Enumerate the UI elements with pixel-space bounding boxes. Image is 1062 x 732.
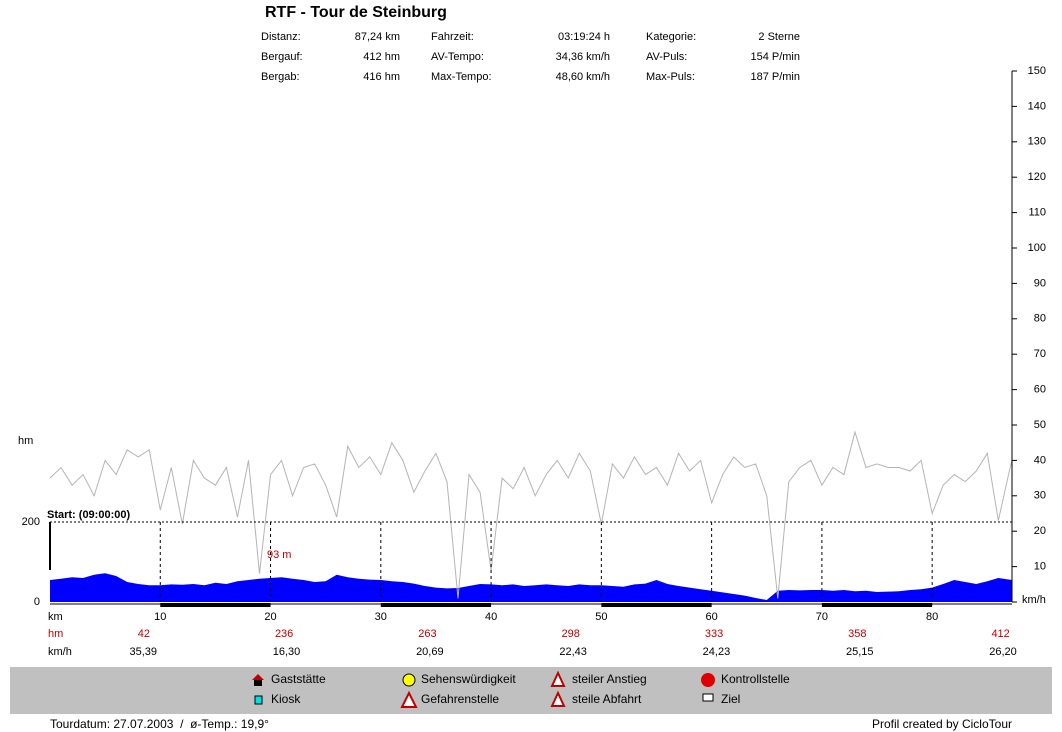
- stat-label: Fahrzeit:: [431, 31, 474, 43]
- y-tick-label: 0: [34, 596, 40, 608]
- icon-kontrollstelle: [701, 673, 715, 687]
- plot: 0 200 hm Start: (09:00:00) 93 m 10 20 30 40 50 60 7…: [18, 65, 1046, 658]
- x-tick-label: 60: [705, 611, 717, 623]
- x-tick-label: 70: [816, 611, 828, 623]
- legend-label: Gefahrenstelle: [421, 692, 499, 706]
- stat-label: AV-Puls:: [646, 51, 687, 63]
- y-tick-label: 200: [22, 516, 40, 528]
- y2-tick-label: 140: [1028, 100, 1046, 112]
- legend-label: steiler Anstieg: [572, 672, 647, 686]
- stat-value: 2 Sterne: [758, 31, 800, 43]
- stat-label: Bergauf:: [261, 51, 303, 63]
- stats: Distanz: 87,24 km Fahrzeit: 03:19:24 h Kateg…: [261, 31, 800, 83]
- legend-label: Kontrollstelle: [721, 672, 790, 686]
- stat-label: Max-Puls:: [646, 71, 695, 83]
- legend-label: steile Abfahrt: [572, 692, 642, 706]
- row-value: 35,39: [129, 646, 157, 658]
- y2-tick-label: 20: [1034, 525, 1046, 537]
- row-value: 263: [418, 628, 436, 640]
- y-axis-label: hm: [18, 435, 33, 447]
- row-value: 42: [138, 628, 150, 640]
- icon-gefahrenstelle: [400, 690, 418, 708]
- icon-anstieg: [550, 670, 566, 687]
- row-value: 16,30: [273, 646, 301, 658]
- stat-label: Bergab:: [261, 71, 300, 83]
- stat-label: Max-Tempo:: [431, 71, 492, 83]
- row-label: hm: [48, 628, 63, 640]
- footer-right: Profil created by CicloTour: [872, 717, 1012, 731]
- stat-label: AV-Tempo:: [431, 51, 484, 63]
- y2-tick-label: 150: [1028, 65, 1046, 77]
- x-tick-label: 20: [264, 611, 276, 623]
- y2-tick-label: 110: [1028, 207, 1046, 219]
- x-band: [601, 603, 712, 607]
- x-band: [821, 603, 933, 607]
- speed-line: [49, 430, 1013, 599]
- y2-tick-label: 40: [1034, 454, 1046, 466]
- legend: Gaststätte Sehenswürdigkeit steiler Anst…: [252, 670, 790, 708]
- legend-label: Sehenswürdigkeit: [421, 672, 516, 686]
- stat-value: 87,24 km: [355, 31, 400, 43]
- icon-abfahrt: [550, 690, 566, 707]
- icon-gaststaette: [254, 680, 262, 686]
- x-axis-label: km: [48, 611, 63, 623]
- icon-sehenswuerdigkeit: [402, 673, 416, 687]
- x-tick-label: 30: [375, 611, 387, 623]
- stat-value: 416 hm: [363, 71, 400, 83]
- row-value: 358: [848, 628, 866, 640]
- x-tick-label: 10: [154, 611, 166, 623]
- y2-tick-label: 70: [1034, 348, 1046, 360]
- stat-value: 34,36 km/h: [556, 51, 610, 63]
- y2-tick-label: 10: [1034, 561, 1046, 573]
- legend-box: [10, 667, 1052, 714]
- x-tick-label: 40: [485, 611, 497, 623]
- legend-label: Gaststätte: [271, 672, 326, 686]
- row-value: 20,69: [416, 646, 444, 658]
- row-value: 22,43: [559, 646, 587, 658]
- stat-value: 187 P/min: [750, 71, 800, 83]
- x-tick-label: 50: [595, 611, 607, 623]
- stat-value: 154 P/min: [750, 51, 800, 63]
- icon-gaststaette: [252, 674, 264, 680]
- row-value: 26,20: [989, 646, 1017, 658]
- title: RTF - Tour de Steinburg: [265, 4, 447, 21]
- row-value: 25,15: [846, 646, 874, 658]
- stat-value: 48,60 km/h: [556, 71, 610, 83]
- y2-tick-label: 50: [1034, 419, 1046, 431]
- y2-tick-label: 120: [1028, 171, 1046, 183]
- x-tick-label: 80: [926, 611, 938, 623]
- annotation: 93 m: [267, 549, 291, 561]
- y2-tick-label: 80: [1034, 313, 1046, 325]
- stat-label: Distanz:: [261, 31, 301, 43]
- y2-tick-label: 60: [1034, 384, 1046, 396]
- row-value: 236: [275, 628, 293, 640]
- icon-ziel: [702, 693, 714, 702]
- x-band: [160, 603, 271, 607]
- x-band: [380, 603, 492, 607]
- row-value: 333: [705, 628, 723, 640]
- y2-tick-label: 130: [1028, 136, 1046, 148]
- icon-kiosk: [254, 695, 263, 705]
- start-label: Start: (09:00:00): [47, 509, 130, 521]
- row-label: km/h: [48, 646, 72, 658]
- elevation-area: [50, 573, 1012, 602]
- stat-label: Kategorie:: [646, 31, 696, 43]
- row-value: 24,23: [703, 646, 731, 658]
- y2-tick-label: 100: [1028, 242, 1046, 254]
- y2-axis-label: km/h: [1022, 594, 1046, 606]
- legend-label: Ziel: [721, 692, 740, 706]
- stat-value: 03:19:24 h: [558, 31, 610, 43]
- row-value: 298: [562, 628, 580, 640]
- y2-tick-label: 90: [1034, 277, 1046, 289]
- stat-value: 412 hm: [363, 51, 400, 63]
- row-value: 412: [991, 628, 1009, 640]
- y2-tick-label: 30: [1034, 490, 1046, 502]
- legend-label: Kiosk: [271, 692, 301, 706]
- footer-left: Tourdatum: 27.07.2003 / ø-Temp.: 19,9°: [50, 717, 269, 731]
